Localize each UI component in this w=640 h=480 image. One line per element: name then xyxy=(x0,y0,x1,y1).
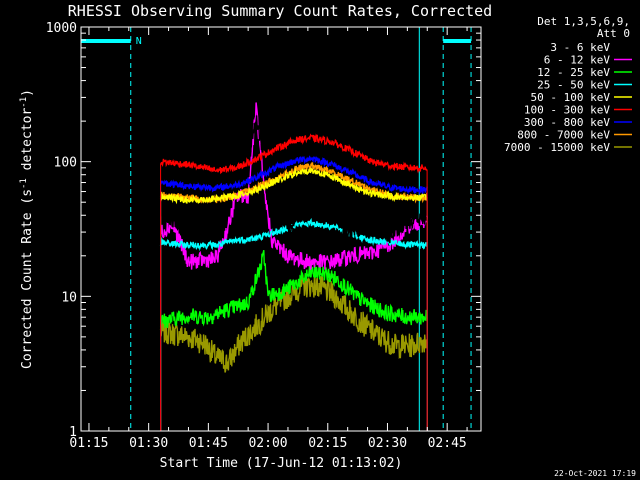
y-axis-label-sup2: -1 xyxy=(19,97,29,108)
series-line xyxy=(160,133,428,175)
timestamp: 22-Oct-2021 17:19 xyxy=(554,469,636,478)
series-line xyxy=(159,167,428,205)
y-axis-label-sup1: -1 xyxy=(19,178,29,189)
series-line xyxy=(159,274,428,373)
x-tick-label: 02:45 xyxy=(428,436,467,451)
legend-label: 300 - 800 keV xyxy=(524,116,610,129)
y-tick-label: 1000 xyxy=(46,21,77,36)
series-line xyxy=(159,155,428,195)
y-axis-label: Corrected Count Rate (s-1 detector-1) xyxy=(19,89,35,369)
x-tick-label: 02:30 xyxy=(368,436,407,451)
x-tick-label: 02:15 xyxy=(308,436,347,451)
y-axis-label-mid: detector xyxy=(20,108,35,179)
legend-label: 3 - 6 keV xyxy=(550,41,610,54)
legend-label: 50 - 100 keV xyxy=(531,91,611,104)
x-axis-label: Start Time (17-Jun-12 01:13:02) xyxy=(160,456,403,471)
legend-label: 7000 - 15000 keV xyxy=(504,141,610,154)
series-line xyxy=(159,217,428,252)
legend-header: Det 1,3,5,6,9, xyxy=(537,15,630,28)
y-tick-label: 1 xyxy=(69,425,77,440)
x-tick-label: 01:15 xyxy=(69,436,108,451)
x-tick-label: 02:00 xyxy=(248,436,287,451)
x-axis: 01:15 01:30 01:45 02:00 02:15 02:30 02:45 xyxy=(69,27,468,451)
legend-label: 12 - 25 keV xyxy=(537,66,610,79)
x-tick-label: 01:45 xyxy=(189,436,228,451)
series-line xyxy=(159,115,428,244)
legend-label: 100 - 300 keV xyxy=(524,104,610,117)
flag-label: N xyxy=(136,36,142,47)
chart-title: RHESSI Observing Summary Count Rates, Co… xyxy=(68,2,492,20)
plot-frame xyxy=(80,26,482,432)
legend-label: 6 - 12 keV xyxy=(544,54,611,67)
y-tick-label: 10 xyxy=(61,290,77,305)
y-tick-label: 100 xyxy=(54,156,77,171)
plot-area: N xyxy=(81,27,472,431)
y-axis-label-main: Corrected Count Rate (s xyxy=(20,189,35,369)
y-axis: 1 10 100 1000 xyxy=(46,21,481,440)
x-tick-label: 01:30 xyxy=(129,436,168,451)
legend-label: 25 - 50 keV xyxy=(537,79,610,92)
series-line xyxy=(159,249,428,330)
y-axis-label-end: ) xyxy=(20,89,35,97)
legend-label: 800 - 7000 keV xyxy=(517,129,610,142)
legend-header: Att 0 xyxy=(597,27,630,40)
